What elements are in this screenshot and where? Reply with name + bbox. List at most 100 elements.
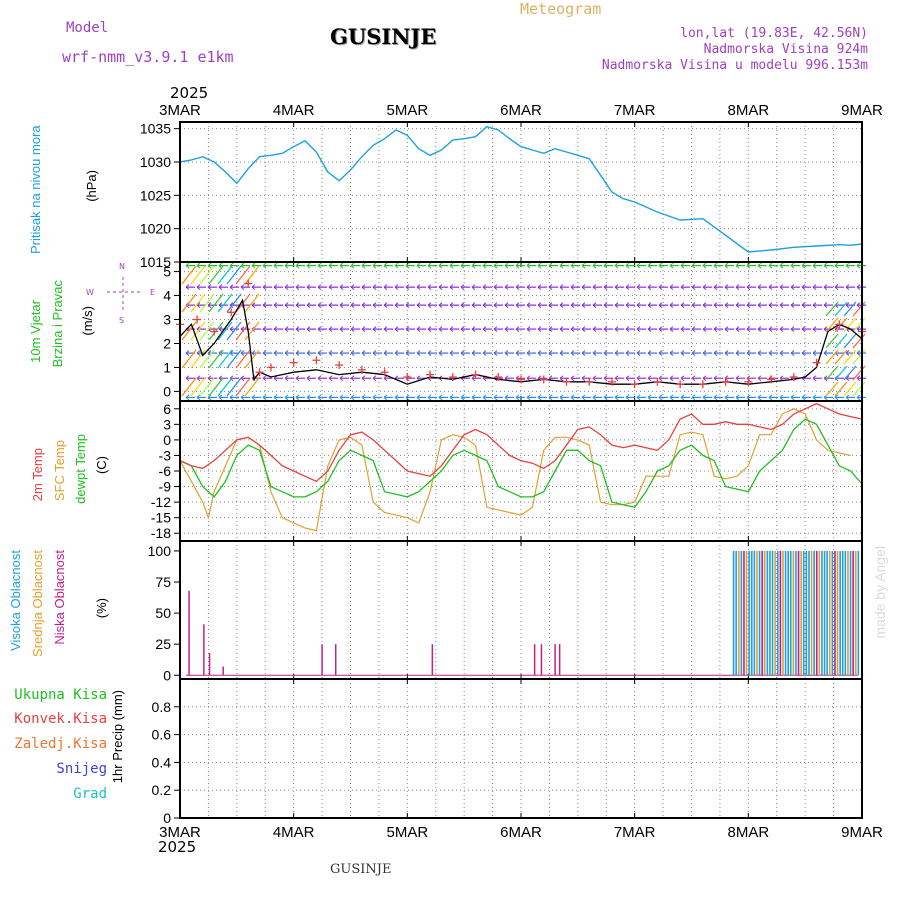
- wind-arrow-head: [845, 394, 850, 398]
- wind-arrow: [405, 394, 415, 401]
- wind-arrow-head: [768, 302, 773, 306]
- wind-arrow-head: [515, 375, 520, 379]
- wind-arrow-head: [339, 350, 344, 354]
- wind-arrow: [240, 350, 250, 356]
- wind-arrow-head: [592, 375, 597, 379]
- wind-arrow: [504, 350, 514, 356]
- wind-arrow-head: [735, 377, 740, 382]
- wind-arrow-head: [262, 328, 267, 332]
- wind-arrow-head: [845, 397, 850, 401]
- wind-arrow: [713, 302, 723, 309]
- wind-arrow-head: [603, 328, 608, 332]
- wind-arrow: [548, 394, 558, 401]
- wind-arrow-head: [614, 286, 619, 291]
- wind-arrow: [284, 350, 294, 356]
- wind-arrow-head: [295, 304, 300, 309]
- wind-arrow-head: [196, 397, 201, 401]
- wind-arrow-head: [240, 375, 245, 379]
- wind-arrow: [383, 284, 393, 291]
- wind-arrow: [295, 302, 305, 309]
- wind-fan-stroke: [199, 349, 215, 369]
- sfc-temp-line: [179, 408, 851, 532]
- wind-arrow-head: [515, 350, 520, 354]
- wind-arrow-head: [229, 397, 234, 401]
- wind-arrow-head: [702, 397, 707, 401]
- wind-arrow-head: [757, 326, 762, 330]
- wind-arrow: [504, 284, 514, 291]
- wind-arrow: [416, 326, 426, 332]
- wind-arrow-head: [427, 286, 432, 291]
- wind-arrow-head: [537, 262, 542, 266]
- wind-arrow-head: [845, 284, 850, 288]
- wind-arrow-head: [240, 265, 245, 269]
- wind-arrow: [284, 394, 294, 401]
- wind-arrow-head: [493, 326, 498, 330]
- wind-arrow: [658, 375, 668, 382]
- wind-arrow-head: [471, 265, 476, 269]
- wind-arrow-head: [515, 352, 520, 356]
- wind-arrow-head: [328, 352, 333, 356]
- wind-arrow-head: [691, 265, 696, 269]
- wind-arrow-head: [845, 265, 850, 269]
- wind-arrow-head: [482, 262, 487, 266]
- wind-arrow-head: [317, 328, 322, 332]
- wind-arrow-head: [295, 326, 300, 330]
- product-title: Meteogram: [520, 0, 602, 18]
- wind-arrow-head: [339, 262, 344, 266]
- wind-arrow-head: [427, 352, 432, 356]
- wind-arrow: [757, 350, 767, 356]
- wind-arrow-head: [427, 304, 432, 309]
- wind-arrow-head: [680, 302, 685, 306]
- wind-arrow-head: [383, 302, 388, 306]
- wind-arrow-head: [493, 286, 498, 291]
- wind-fan-stroke: [235, 265, 251, 285]
- wind-arrow-head: [306, 377, 311, 382]
- wind-arrow-head: [768, 394, 773, 398]
- model-name: wrf-nmm_v3.9.1 e1km: [62, 48, 234, 66]
- wind-arrow-head: [592, 352, 597, 356]
- wind-arrow-head: [251, 350, 256, 354]
- wind-arrow-head: [383, 284, 388, 288]
- wind-arrow-head: [526, 394, 531, 398]
- wind-arrow-head: [713, 375, 718, 379]
- wind-arrow: [328, 375, 338, 382]
- wind-arrow: [559, 394, 569, 401]
- wind-arrow: [438, 350, 448, 356]
- wind-arrow: [724, 326, 734, 332]
- wind-arrow-head: [328, 375, 333, 379]
- wind-arrow-head: [548, 352, 553, 356]
- wind-arrow-head: [757, 284, 762, 288]
- wind-arrow-head: [229, 328, 234, 332]
- wind-arrow: [647, 284, 657, 291]
- wind-arrow-head: [460, 262, 465, 266]
- wind-arrow-head: [757, 328, 762, 332]
- wind-arrow-head: [229, 284, 234, 288]
- compass-n: N: [119, 262, 125, 271]
- wind-arrow-head: [361, 375, 366, 379]
- wind-arrow-head: [196, 394, 201, 398]
- wind-gust-point: [698, 380, 707, 389]
- wind-arrow: [845, 262, 855, 269]
- wind-arrow-head: [196, 302, 201, 306]
- wind-arrow-head: [735, 328, 740, 332]
- wind-arrow-head: [416, 350, 421, 354]
- wind-arrow: [548, 350, 558, 356]
- wind-arrow: [526, 326, 536, 332]
- wind-arrow-head: [339, 328, 344, 332]
- wind-arrow-head: [273, 286, 278, 291]
- wind-arrow-head: [779, 265, 784, 269]
- wind-arrow: [471, 284, 481, 291]
- wind-arrow-head: [185, 397, 190, 401]
- wind-gust-point: [721, 377, 730, 386]
- wind-arrow-head: [416, 286, 421, 291]
- wind-arrow-head: [394, 352, 399, 356]
- wind-arrow-head: [603, 352, 608, 356]
- wind-arrow: [196, 262, 206, 269]
- wind-arrow-head: [328, 397, 333, 401]
- wind-arrow: [339, 394, 349, 401]
- wind-arrow-head: [394, 397, 399, 401]
- wind-arrow-head: [273, 377, 278, 382]
- wind-arrow: [647, 326, 657, 332]
- wind-arrow-head: [207, 350, 212, 354]
- wind-arrow-head: [207, 286, 212, 291]
